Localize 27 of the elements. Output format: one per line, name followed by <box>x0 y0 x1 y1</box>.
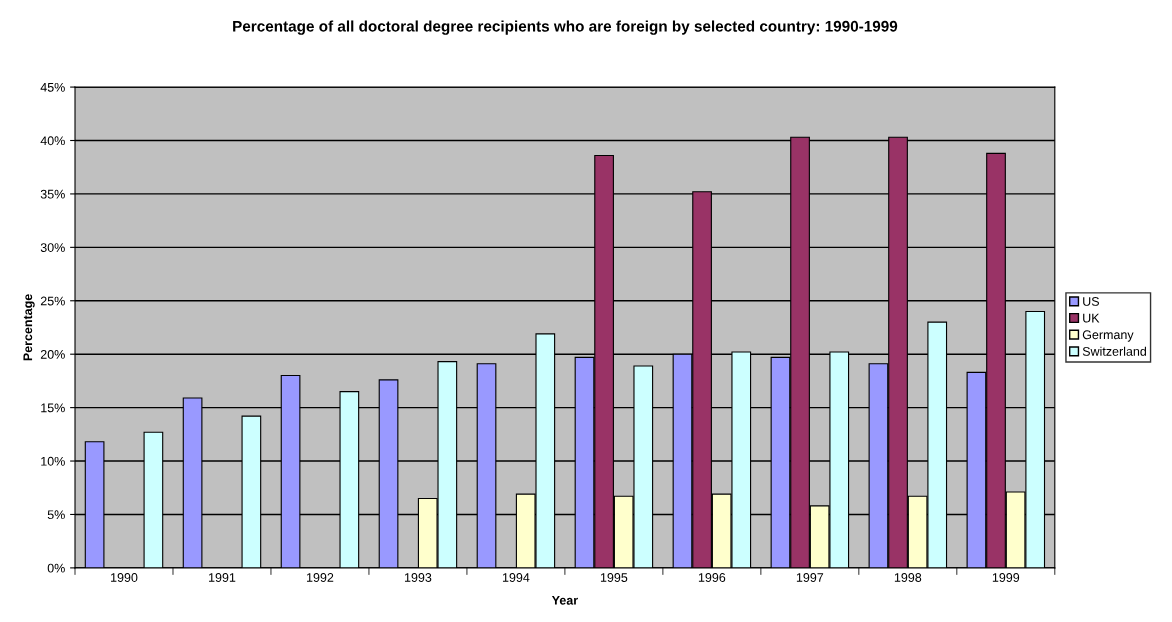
x-tick-label: 1995 <box>600 573 628 582</box>
legend-label: UK <box>1083 313 1100 323</box>
legend-label: Germany <box>1082 330 1134 342</box>
y-tick-label: 35% <box>40 189 65 199</box>
y-tick-label: 5% <box>47 510 65 520</box>
y-tick-label: 25% <box>40 296 65 306</box>
y-tick-label: 20% <box>40 350 65 359</box>
y-tick-label: 0% <box>47 563 65 573</box>
x-tick-label: 1990 <box>111 573 138 582</box>
legend-label: Switzerland <box>1082 346 1147 356</box>
x-tick-label: 1993 <box>404 573 432 582</box>
x-tick-label: 1992 <box>307 573 334 582</box>
x-tick-label: 1998 <box>894 573 922 582</box>
x-tick-label: 1999 <box>992 573 1020 582</box>
y-tick-label: 30% <box>40 243 65 252</box>
y-tick-label: 45% <box>40 82 65 92</box>
y-tick-label: 10% <box>41 456 65 466</box>
x-tick-label: 1996 <box>698 573 726 582</box>
y-tick-label: 15% <box>41 403 65 413</box>
x-tick-label: 1997 <box>796 573 824 582</box>
legend-label: US <box>1083 297 1099 306</box>
chart-title: Percentage of all doctoral degree recipients who are foreign by selected country: 1990-1999 <box>233 20 898 35</box>
x-tick-label: 1991 <box>209 573 236 582</box>
x-tick-label: 1994 <box>502 573 530 582</box>
x-axis-title: Year <box>551 595 578 605</box>
y-tick-label: 40% <box>40 136 65 146</box>
y-axis-title: Percentage <box>23 294 35 361</box>
